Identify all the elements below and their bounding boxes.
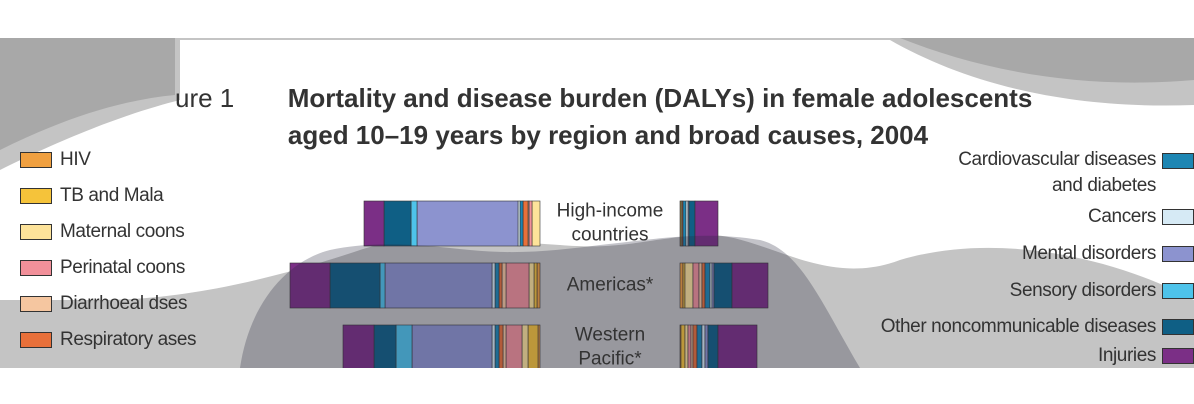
legend-label: HIV xyxy=(60,149,91,170)
bar-segment xyxy=(522,200,529,247)
bar-segment xyxy=(519,200,524,247)
legend-item: HIV xyxy=(20,147,91,173)
region-label: Americas* xyxy=(567,275,654,296)
legend-label: Cancers xyxy=(1088,206,1156,227)
legend-swatch xyxy=(20,188,52,204)
region-label: Pacific* xyxy=(578,349,642,370)
legend-item: Injuries xyxy=(1098,343,1194,369)
legend-item: Cardiovascular diseases and diabetes xyxy=(926,147,1194,199)
bar-segment xyxy=(410,200,418,247)
legend-swatch xyxy=(1162,348,1194,364)
title: Mortality and disease burden (DALYs) in … xyxy=(288,83,1033,113)
bar-segment xyxy=(528,200,533,247)
legend-swatch xyxy=(20,152,52,168)
legend-label: Perinatal coons xyxy=(60,257,185,278)
legend-label: Diarrhoeal dses xyxy=(60,293,188,314)
legend-label: Respiratory ases xyxy=(60,329,197,350)
legend-swatch xyxy=(1162,319,1194,335)
title-prefix: ure 1 xyxy=(175,83,234,113)
legend-label: Other noncommunicable diseases xyxy=(880,316,1157,337)
legend-item: Maternal coons xyxy=(20,219,185,245)
legend-item: TB and Mala xyxy=(20,183,164,209)
bar-segment xyxy=(531,200,541,247)
legend-swatch xyxy=(1162,283,1194,299)
legend-item: Cancers xyxy=(1088,204,1194,230)
legend-item: Other noncommunicable diseases xyxy=(881,314,1194,340)
region-label: countries xyxy=(571,225,648,246)
legend-label: Mental disorders xyxy=(1021,243,1156,264)
legend-swatch xyxy=(20,332,52,348)
legend-swatch xyxy=(20,224,52,240)
backdrop xyxy=(0,368,1194,404)
bar-segment xyxy=(289,262,331,309)
bars xyxy=(289,200,769,371)
legend-item: Sensory disorders xyxy=(1010,278,1194,304)
backdrop-shape xyxy=(0,40,1194,300)
bar-segment xyxy=(363,200,385,247)
legend-swatch xyxy=(1162,209,1194,225)
legend-swatch xyxy=(1162,246,1194,262)
bar-segment xyxy=(731,262,769,309)
bar-segment xyxy=(411,324,493,371)
legend-swatch xyxy=(20,296,52,312)
legend-swatch xyxy=(20,260,52,276)
legend-label: Maternal coons xyxy=(60,221,185,242)
bar-segment xyxy=(329,262,381,309)
bar-segment xyxy=(384,262,493,309)
region-label: Western xyxy=(575,325,645,346)
legend-item: Mental disorders xyxy=(1022,241,1194,267)
legend-item: Perinatal coons xyxy=(20,255,185,281)
legend-label: Sensory disorders xyxy=(1009,280,1157,301)
legend-label: Cardiovascular diseases and diabetes xyxy=(958,149,1156,196)
bar-segment xyxy=(416,200,519,247)
title: aged 10–19 years by region and broad cau… xyxy=(288,120,929,150)
region-labels: High-income countries Americas* Western Paci… xyxy=(557,201,664,370)
legend-label: Injuries xyxy=(1097,345,1156,366)
legend-swatch xyxy=(1162,153,1194,169)
legend-label: TB and Mala xyxy=(60,185,164,206)
bar-segment xyxy=(383,200,412,247)
region-label: High-income xyxy=(557,201,664,222)
legend-item: Respiratory ases xyxy=(20,327,197,353)
shade xyxy=(240,235,860,368)
legend-item: Diarrhoeal dses xyxy=(20,291,187,317)
bar-segment xyxy=(694,200,719,247)
